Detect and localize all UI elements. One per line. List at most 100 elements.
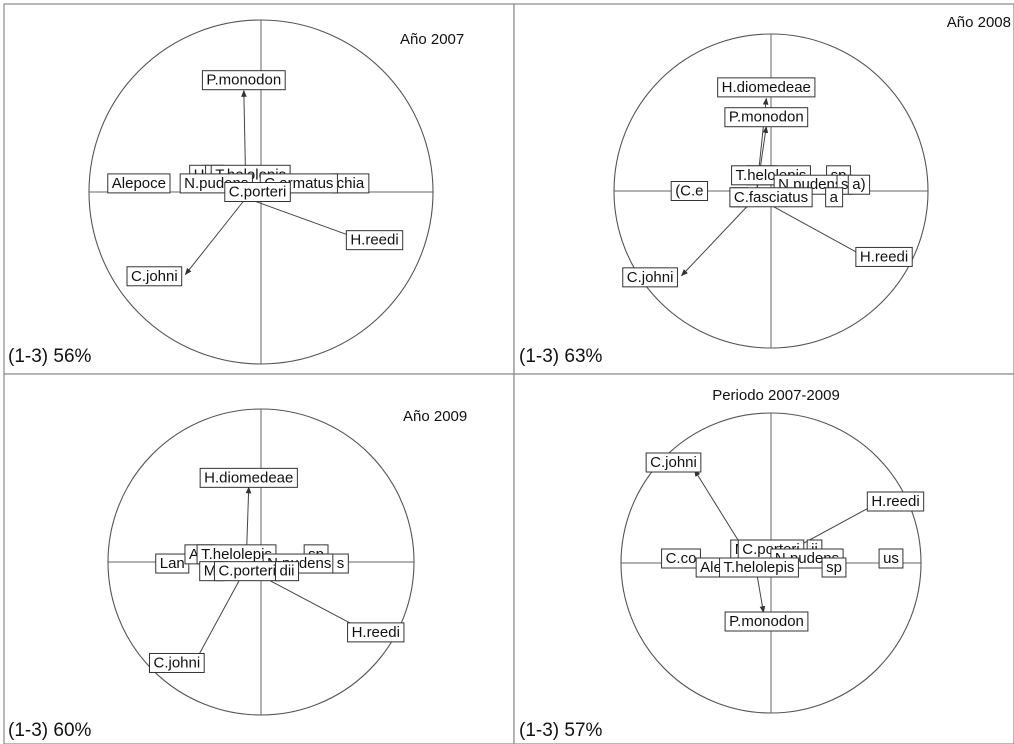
label-c-johni: C.johni — [622, 267, 678, 288]
label-us: us — [878, 548, 904, 569]
label-box — [724, 107, 809, 128]
label-box — [199, 467, 298, 488]
variance-label: (1-3) 57% — [519, 720, 603, 741]
label-text: a — [830, 189, 839, 206]
panel-title: Periodo 2007-2009 — [712, 387, 840, 404]
label-c-co: C.co — [661, 548, 701, 569]
label-c-e: (C.e — [670, 181, 709, 201]
label-box — [719, 557, 799, 578]
label-box — [148, 652, 205, 673]
label-text: Ale — [700, 559, 722, 576]
label-text: Lan — [160, 555, 185, 572]
label-h-reedi: H.reedi — [347, 622, 405, 643]
label-box — [729, 187, 813, 208]
arrow-c-johni — [681, 196, 757, 277]
label-box — [201, 70, 286, 91]
label-c-johni: C.johni — [148, 652, 205, 673]
variance-label: (1-3) 60% — [8, 720, 92, 741]
label-c-porteri: C.porteri — [213, 561, 281, 582]
label-text: P.monodon — [206, 72, 281, 89]
label-box — [332, 553, 349, 574]
label-p-monodon: P.monodon — [724, 611, 809, 632]
label-text: Alepoce — [112, 175, 166, 192]
label-text: H.reedi — [860, 248, 908, 265]
label-box — [825, 187, 844, 208]
label-alepoce: Alepoce — [107, 173, 171, 194]
variance-label: (1-3) 56% — [8, 346, 92, 367]
label-box — [855, 246, 913, 267]
label-text: C.johni — [153, 654, 200, 671]
label-h-diomedeae: H.diomedeae — [717, 77, 816, 98]
panel-2: H.diomedeaeP.monodon(C.eAleT.helolepissp… — [513, 3, 1014, 375]
label-text: H.diomedeae — [204, 469, 293, 486]
label-ale: Ale — [695, 557, 727, 578]
panel-1: P.monodonAlepocechiaHST.helolepisN.puden… — [3, 3, 515, 375]
label-text: T.helolepis — [201, 546, 272, 563]
label-text: C.johni — [131, 268, 178, 285]
arrow-c-johni — [184, 197, 247, 276]
label-text: s — [841, 176, 849, 193]
label-h-reedi: H.reedi — [345, 230, 404, 251]
panel-3: H.diomedeaeLanAleT.helolepisspN.pudenssM… — [3, 373, 515, 744]
label-s: s — [332, 553, 349, 574]
label-text: H.reedi — [352, 624, 400, 641]
label-box — [275, 561, 300, 582]
label-p-monodon: P.monodon — [724, 107, 809, 128]
variance-label: (1-3) 63% — [519, 346, 603, 367]
correlation-circle — [620, 412, 922, 714]
label-box — [821, 557, 847, 578]
label-cluster: H.diomedeaeLanAleT.helolepisspN.pudenssM… — [148, 467, 405, 673]
label-text: C.co — [666, 550, 697, 567]
correlation-circle — [88, 19, 434, 365]
label-text: H.reedi — [871, 493, 919, 510]
label-box — [645, 452, 702, 473]
label-p-monodon: P.monodon — [201, 70, 286, 91]
label-c-fasciatus: C.fasciatus — [729, 187, 813, 208]
label-c-porteri: C.porteri — [224, 182, 291, 202]
label-t-helolepis: T.helolepis — [719, 557, 799, 578]
label-text: P.monodon — [729, 613, 804, 630]
label-text: a) — [852, 176, 865, 193]
arrow-h-reedi — [245, 197, 364, 241]
label-text: H.diomedeae — [722, 79, 811, 96]
label-box — [126, 266, 183, 287]
label-box — [717, 77, 816, 98]
label-text: C.fasciatus — [734, 189, 808, 206]
label-lan: Lan — [155, 553, 190, 574]
label-text: C.johni — [627, 269, 674, 286]
label-box — [347, 622, 405, 643]
label-box — [847, 174, 871, 195]
label-box — [107, 173, 171, 194]
label-text: C.porteri — [229, 184, 287, 201]
label-box — [622, 267, 678, 288]
panel-title: Año 2008 — [947, 14, 1011, 31]
label-text: C.johni — [650, 454, 697, 471]
label-box — [345, 230, 404, 251]
panel-title: Año 2007 — [400, 31, 464, 48]
label-c-johni: C.johni — [645, 452, 702, 473]
label-text: sp — [826, 559, 842, 576]
label-text: C.porteri — [218, 563, 276, 580]
label-h-diomedeae: H.diomedeae — [199, 467, 298, 488]
label-h-reedi: H.reedi — [866, 491, 925, 512]
label-a: a — [825, 187, 844, 208]
label-box — [670, 181, 709, 201]
label-text: chia — [337, 175, 365, 192]
correlation-circle — [107, 408, 415, 716]
label-text: H.reedi — [350, 232, 398, 249]
label-c-johni: C.johni — [126, 266, 183, 287]
label-dii: dii — [275, 561, 300, 582]
label-text: (C.e — [675, 183, 703, 200]
label-cluster: P.monodonAlepocechiaHST.helolepisN.puden… — [107, 70, 404, 287]
label-cluster: C.johniH.reediMC.porteriiiC.coN.pudensus… — [645, 452, 925, 632]
label-text: P.monodon — [729, 109, 804, 126]
label-sp: sp — [821, 557, 847, 578]
label-box — [878, 548, 904, 569]
label-h-reedi: H.reedi — [855, 246, 913, 267]
label-text: s — [337, 555, 345, 572]
label-a: a) — [847, 174, 871, 195]
label-box — [224, 182, 291, 202]
panel-title: Año 2009 — [403, 408, 467, 425]
label-chia: chia — [332, 173, 370, 194]
